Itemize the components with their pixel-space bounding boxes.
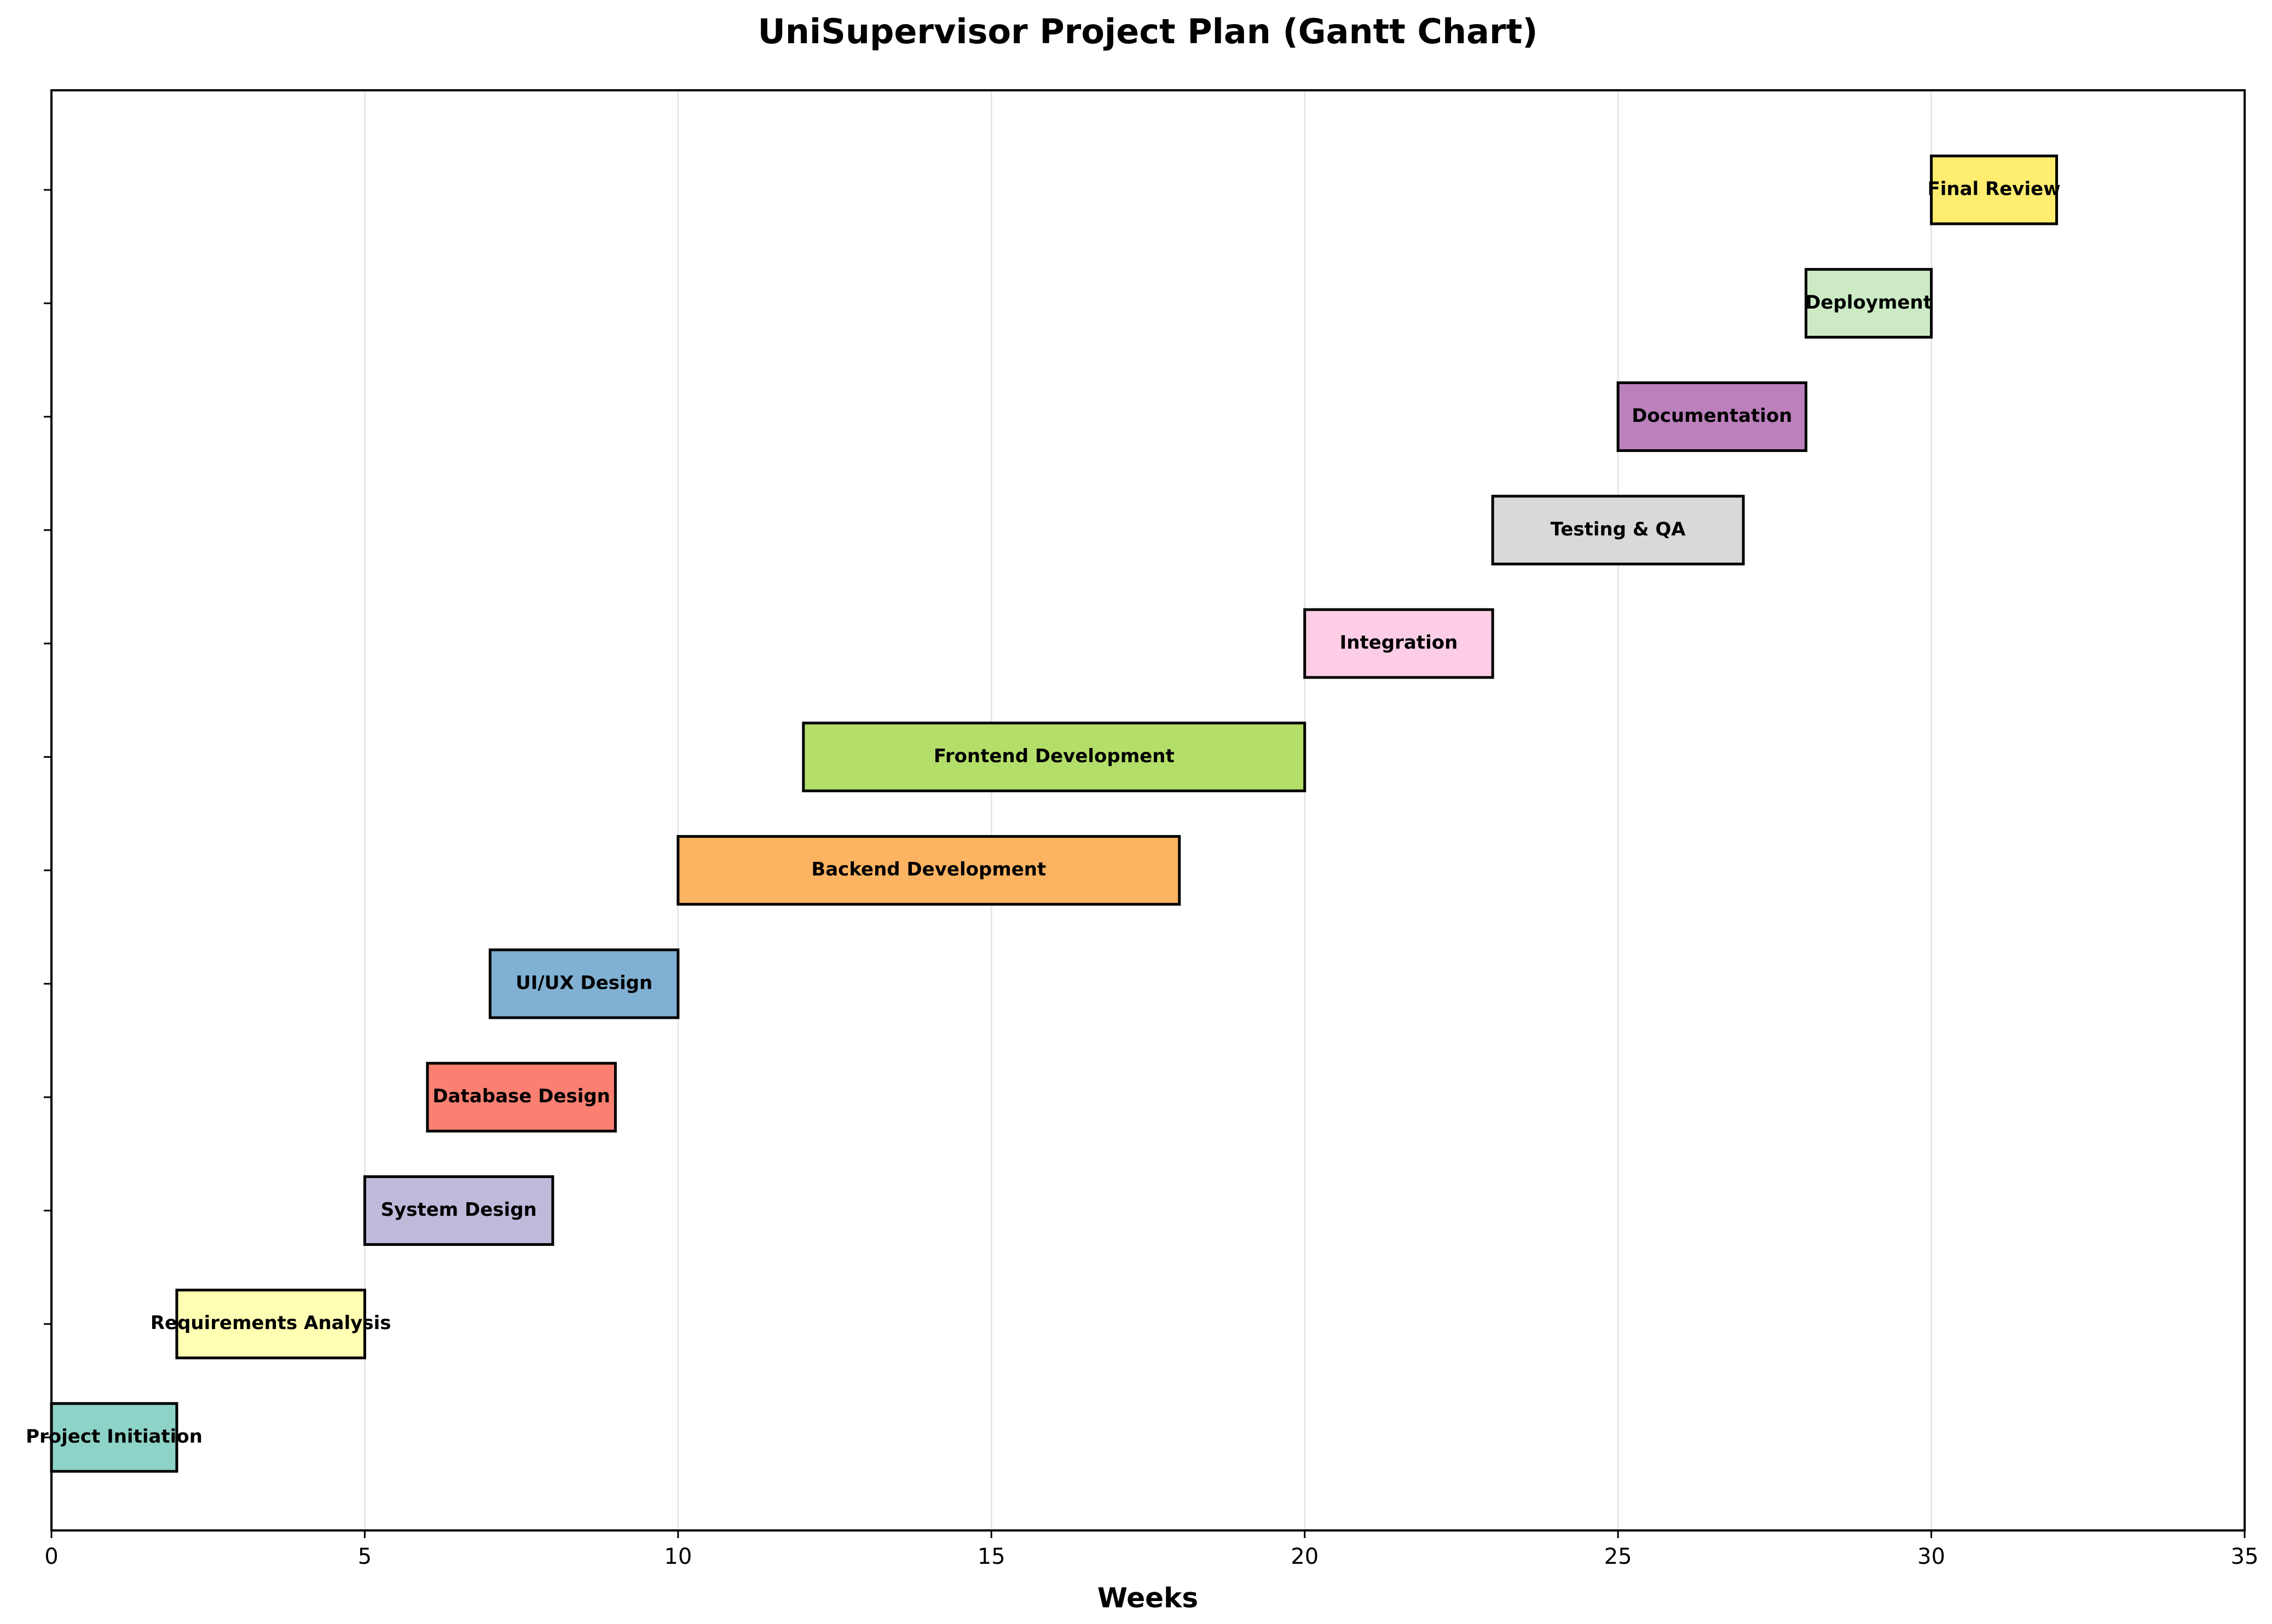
- x-tick-label: 30: [1917, 1544, 1945, 1569]
- task-bars: [50, 154, 2059, 1473]
- task-label: Documentation: [1632, 405, 1792, 427]
- task-label: System Design: [381, 1199, 537, 1221]
- task-label: Project Initiation: [26, 1426, 203, 1448]
- x-tick-label: 0: [44, 1544, 58, 1569]
- task-bar: [1303, 608, 1494, 679]
- task-bar: [1616, 381, 1808, 453]
- task-label: Testing & QA: [1551, 518, 1686, 540]
- task-bar: [175, 1289, 366, 1360]
- x-axis-label: Weeks: [1097, 1582, 1198, 1614]
- grid-lines: [363, 90, 1933, 1530]
- x-tick-label: 20: [1291, 1544, 1319, 1569]
- x-tick-label: 25: [1604, 1544, 1632, 1569]
- x-tick-label: 15: [978, 1544, 1005, 1569]
- task-label: Backend Development: [811, 859, 1046, 880]
- task-label: Database Design: [432, 1086, 610, 1107]
- x-tick-label: 10: [664, 1544, 692, 1569]
- task-label: Final Review: [1928, 178, 2061, 200]
- y-axis: [44, 189, 51, 1439]
- task-bar: [677, 835, 1181, 906]
- x-tick-label: 5: [358, 1544, 372, 1569]
- task-bar: [1930, 154, 2059, 225]
- task-label: UI/UX Design: [516, 972, 652, 994]
- task-bar: [1491, 495, 1745, 566]
- task-bar: [1805, 268, 1933, 339]
- task-label: Deployment: [1805, 292, 1932, 314]
- task-bar: [488, 948, 680, 1019]
- task-label: Requirements Analysis: [151, 1312, 391, 1334]
- task-label: Integration: [1340, 632, 1458, 654]
- x-tick-label: 35: [2231, 1544, 2259, 1569]
- task-label: Frontend Development: [934, 745, 1175, 767]
- x-axis: 0 5 10 15 20 25 30 35: [44, 1530, 2258, 1569]
- task-bar: [363, 1175, 554, 1246]
- chart-title: UniSupervisor Project Plan (Gantt Chart): [758, 11, 1537, 51]
- task-bar: [50, 1402, 178, 1473]
- task-labels: Project Initiation Requirements Analysis S…: [26, 178, 2061, 1448]
- task-bar: [426, 1062, 617, 1133]
- task-bar: [802, 721, 1306, 792]
- plot-area-frame: [50, 89, 2246, 1532]
